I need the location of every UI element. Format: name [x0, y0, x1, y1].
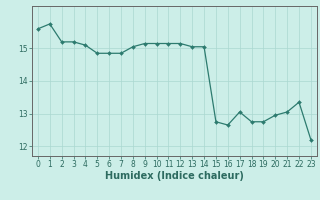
- X-axis label: Humidex (Indice chaleur): Humidex (Indice chaleur): [105, 171, 244, 181]
